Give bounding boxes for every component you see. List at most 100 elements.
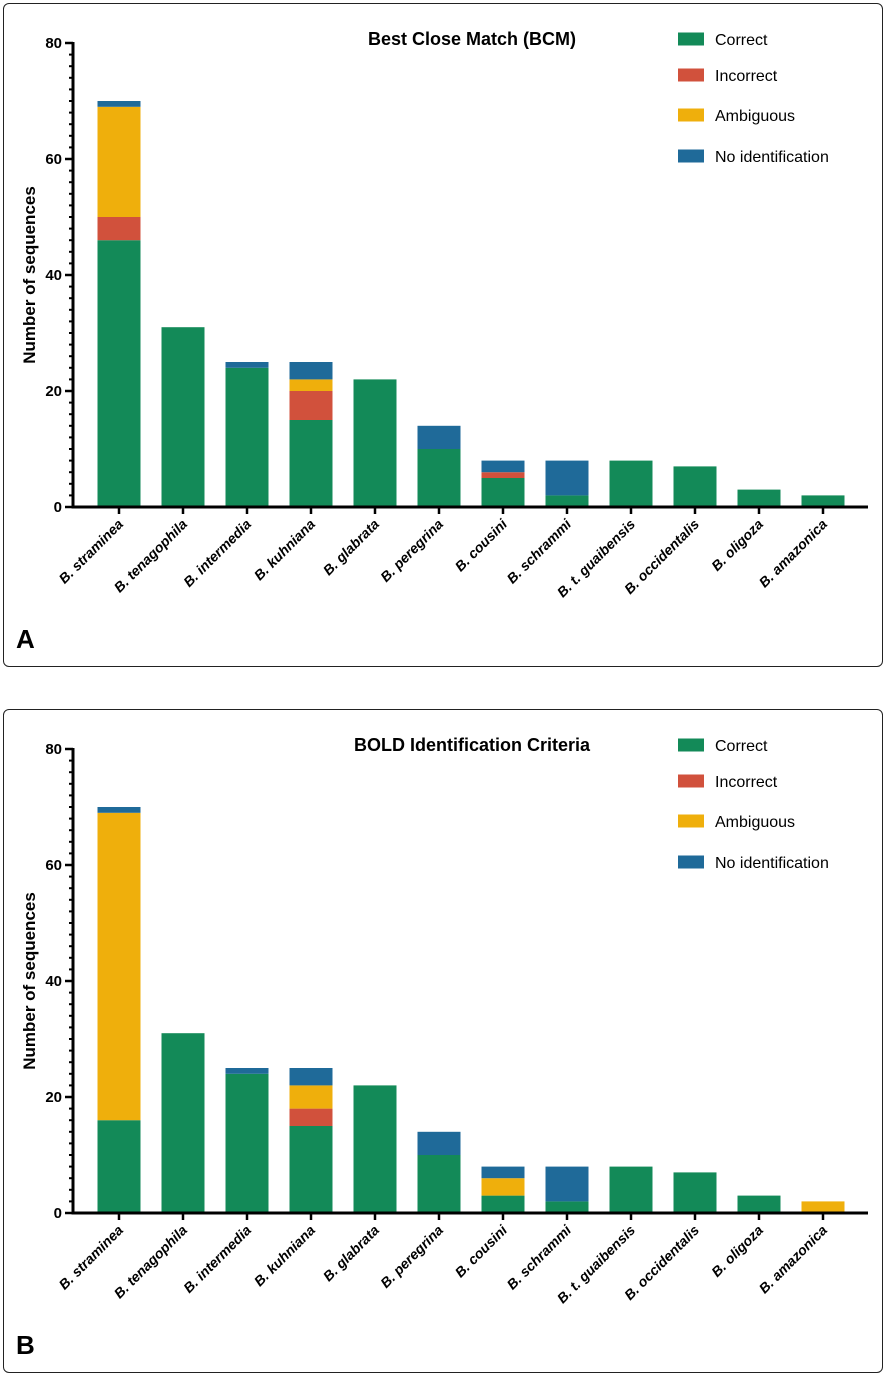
y-axis-label: Number of sequences xyxy=(20,186,39,364)
panel-label: B xyxy=(16,1330,35,1360)
bar-b-cousini-no_identification xyxy=(481,460,525,473)
bar-b-oligoza-correct xyxy=(737,489,781,507)
bar-b-amazonica-correct xyxy=(801,495,845,507)
bar-b-peregrina-no_identification xyxy=(417,425,461,449)
y-axis-label: Number of sequences xyxy=(20,892,39,1070)
chart-group: BOLD Identification Criteria Number of se… xyxy=(16,735,868,1360)
legend-swatch-ambiguous xyxy=(678,814,704,828)
panel-label: A xyxy=(16,624,35,654)
legend-label-correct: Correct xyxy=(715,738,768,755)
bar-b-kuhniana-incorrect xyxy=(289,391,333,420)
legend-swatch-ambiguous xyxy=(678,108,704,122)
bar-b-straminea-no_identification xyxy=(97,101,141,107)
x-tick-label-b-glabrata: B. glabrata xyxy=(320,1222,383,1285)
bar-b-glabrata-correct xyxy=(353,1085,397,1213)
bar-b-intermedia-no_identification xyxy=(225,1068,269,1074)
chart-title: Best Close Match (BCM) xyxy=(368,29,576,49)
legend-label-ambiguous: Ambiguous xyxy=(715,814,795,831)
legend-swatch-no_identification xyxy=(678,855,704,869)
bar-b-peregrina-correct xyxy=(417,449,461,507)
x-tick-label-b-cousini: B. cousini xyxy=(451,515,510,574)
chart-panel-b: BOLD Identification Criteria Number of se… xyxy=(3,709,883,1373)
y-tick-label-80: 80 xyxy=(45,741,62,758)
bar-b-occidentalis-correct xyxy=(673,466,717,507)
bar-b-kuhniana-no_identification xyxy=(289,362,333,380)
bar-b-cousini-ambiguous xyxy=(481,1178,525,1196)
bar-b-cousini-incorrect xyxy=(481,472,525,478)
legend-swatch-no_identification xyxy=(678,149,704,163)
x-tick-label-b-intermedia: B. intermedia xyxy=(180,516,254,590)
y-tick-label-40: 40 xyxy=(45,973,62,990)
legend-swatch-incorrect xyxy=(678,774,704,788)
bar-b-straminea-correct xyxy=(97,240,141,507)
bar-b-straminea-ambiguous xyxy=(97,812,141,1121)
legend-label-correct: Correct xyxy=(715,32,768,49)
x-tick-label-b-glabrata: B. glabrata xyxy=(320,516,383,579)
legend-label-no_identification: No identification xyxy=(715,855,829,872)
legend-swatch-incorrect xyxy=(678,68,704,82)
bar-b-t-guaibensis-correct xyxy=(609,460,653,507)
y-tick-label-20: 20 xyxy=(45,383,62,400)
bar-b-oligoza-correct xyxy=(737,1195,781,1213)
bar-b-kuhniana-ambiguous xyxy=(289,1085,333,1109)
bar-b-peregrina-no_identification xyxy=(417,1131,461,1155)
bar-b-peregrina-correct xyxy=(417,1155,461,1213)
x-tick-label-b-amazonica: B. amazonica xyxy=(756,1222,831,1297)
legend-label-ambiguous: Ambiguous xyxy=(715,108,795,125)
x-tick-label-b-oligoza: B. oligoza xyxy=(708,516,766,574)
legend-label-no_identification: No identification xyxy=(715,149,829,166)
legend-label-incorrect: Incorrect xyxy=(715,774,778,791)
bar-b-intermedia-no_identification xyxy=(225,362,269,368)
legend-swatch-correct xyxy=(678,738,704,752)
y-tick-label-0: 0 xyxy=(54,499,62,516)
x-tick-label-b-oligoza: B. oligoza xyxy=(708,1222,766,1280)
x-tick-label-b-kuhniana: B. kuhniana xyxy=(251,1222,319,1290)
bar-b-cousini-no_identification xyxy=(481,1166,525,1179)
x-tick-label-b-straminea: B. straminea xyxy=(55,1222,126,1293)
x-tick-label-b-amazonica: B. amazonica xyxy=(756,516,831,591)
bar-b-cousini-correct xyxy=(481,478,525,507)
x-tick-label-b-cousini: B. cousini xyxy=(451,1221,510,1280)
bar-b-amazonica-ambiguous xyxy=(801,1201,845,1213)
bar-b-kuhniana-incorrect xyxy=(289,1108,333,1126)
bar-b-glabrata-correct xyxy=(353,379,397,507)
chart-panel-a: Best Close Match (BCM) Number of sequence… xyxy=(3,3,883,667)
y-tick-label-60: 60 xyxy=(45,151,62,168)
bar-b-straminea-ambiguous xyxy=(97,106,141,217)
bar-b-kuhniana-ambiguous xyxy=(289,379,333,391)
bold-chart: BOLD Identification Criteria Number of se… xyxy=(16,735,868,1360)
x-tick-label-b-schrammi: B. schrammi xyxy=(503,1221,575,1293)
bar-b-straminea-correct xyxy=(97,1120,141,1213)
x-tick-label-b-peregrina: B. peregrina xyxy=(377,1222,446,1291)
bar-b-straminea-no_identification xyxy=(97,807,141,813)
x-tick-label-b-intermedia: B. intermedia xyxy=(180,1222,254,1296)
bar-b-intermedia-correct xyxy=(225,367,269,507)
y-tick-label-40: 40 xyxy=(45,267,62,284)
legend-swatch-correct xyxy=(678,32,704,46)
bar-b-tenagophila-correct xyxy=(161,1033,205,1213)
y-tick-label-80: 80 xyxy=(45,35,62,52)
bcm-chart: Best Close Match (BCM) Number of sequence… xyxy=(16,29,868,654)
legend-label-incorrect: Incorrect xyxy=(715,68,778,85)
bar-b-occidentalis-correct xyxy=(673,1172,717,1213)
y-tick-label-0: 0 xyxy=(54,1205,62,1222)
y-tick-label-60: 60 xyxy=(45,857,62,874)
x-tick-label-b-kuhniana: B. kuhniana xyxy=(251,516,319,584)
bar-b-schrammi-no_identification xyxy=(545,460,589,496)
x-tick-label-b-schrammi: B. schrammi xyxy=(503,515,575,587)
bar-b-kuhniana-correct xyxy=(289,420,333,507)
y-tick-label-20: 20 xyxy=(45,1089,62,1106)
bar-b-kuhniana-correct xyxy=(289,1126,333,1213)
bar-b-cousini-correct xyxy=(481,1195,525,1213)
bar-b-t-guaibensis-correct xyxy=(609,1166,653,1213)
bar-b-schrammi-no_identification xyxy=(545,1166,589,1202)
bar-b-tenagophila-correct xyxy=(161,327,205,507)
bar-b-straminea-incorrect xyxy=(97,217,141,241)
bar-b-kuhniana-no_identification xyxy=(289,1068,333,1086)
chart-group: Best Close Match (BCM) Number of sequence… xyxy=(16,29,868,654)
chart-title: BOLD Identification Criteria xyxy=(354,735,591,755)
x-tick-label-b-peregrina: B. peregrina xyxy=(377,516,446,585)
x-tick-label-b-straminea: B. straminea xyxy=(55,516,126,587)
bar-b-intermedia-correct xyxy=(225,1073,269,1213)
bar-b-schrammi-correct xyxy=(545,495,589,507)
